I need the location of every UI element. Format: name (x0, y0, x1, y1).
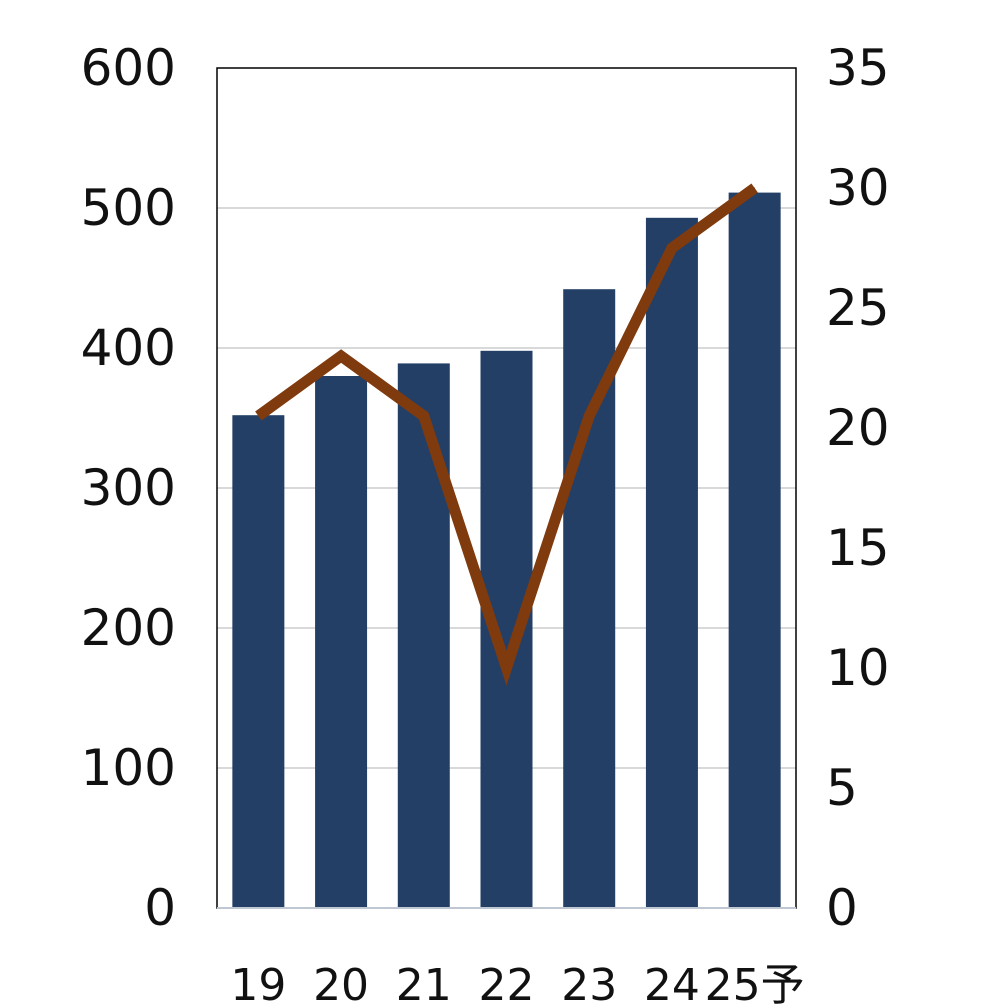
line-series (255, 183, 758, 686)
x-tick-label: 24 (644, 960, 700, 1004)
left-axis-tick-labels: 0 100 200 300 400 500 600 (81, 39, 176, 937)
y-right-tick-label: 15 (826, 519, 890, 577)
y-left-tick-label: 0 (144, 879, 176, 937)
bar (315, 376, 368, 908)
x-tick-label: 21 (396, 960, 452, 1004)
x-tick-label: 25予 (705, 960, 805, 1004)
right-axis-tick-labels: 0 5 10 15 20 25 30 35 (826, 39, 890, 937)
x-axis-tick-labels: 19 20 21 22 23 24 25予 (230, 960, 804, 1004)
y-left-tick-label: 500 (81, 179, 176, 237)
y-right-tick-label: 25 (826, 279, 890, 337)
line-point (588, 415, 590, 417)
line-point (340, 355, 342, 357)
y-right-tick-label: 0 (826, 879, 858, 937)
x-tick-label: 19 (230, 960, 286, 1004)
line-point (423, 415, 425, 417)
y-right-tick-label: 20 (826, 399, 890, 457)
line-point (257, 415, 259, 417)
y-left-tick-label: 600 (81, 39, 176, 97)
y-right-tick-label: 35 (826, 39, 890, 97)
bar (645, 217, 698, 909)
x-tick-label: 20 (313, 960, 369, 1004)
y-left-tick-label: 100 (81, 739, 176, 797)
y-right-tick-label: 30 (826, 159, 890, 217)
line-point (754, 187, 756, 189)
bar-series (232, 192, 781, 909)
y-right-tick-label: 5 (826, 759, 858, 817)
y-left-tick-label: 300 (81, 459, 176, 517)
y-left-tick-label: 200 (81, 599, 176, 657)
x-tick-label: 22 (479, 960, 535, 1004)
line-point (671, 247, 673, 249)
bar (397, 363, 450, 908)
y-right-tick-label: 10 (826, 639, 890, 697)
x-tick-label: 23 (561, 960, 617, 1004)
bar (232, 415, 285, 908)
line-point (506, 667, 507, 669)
bar (728, 192, 781, 909)
y-left-tick-label: 400 (81, 319, 176, 377)
